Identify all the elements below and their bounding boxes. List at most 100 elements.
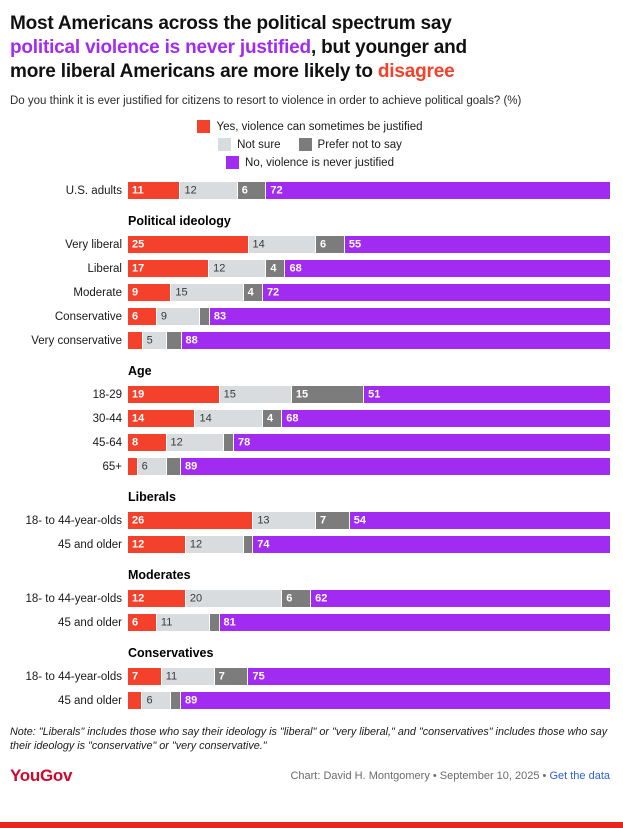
bar: 14 14 4 68	[128, 410, 610, 427]
bar-segment-not-sure: 11	[161, 668, 215, 685]
value-label: 78	[238, 436, 251, 448]
value-label: 81	[223, 616, 236, 628]
bar-row: U.S. adults 11 12 6 72	[10, 182, 610, 199]
value-label: 4	[270, 262, 277, 274]
bar-segment-prefer-not-to-say	[224, 434, 234, 451]
bar-row: 18- to 44-year-olds 26 13 7 54	[10, 512, 610, 529]
bar-segment-prefer-not-to-say: 6	[282, 590, 312, 607]
title-text-black: Most Americans across the political spec…	[10, 13, 452, 34]
bar-segment-no: 68	[285, 260, 610, 277]
bar-segment-no: 74	[253, 536, 610, 553]
bar-segment-yes: 8	[128, 434, 167, 451]
value-label: 17	[132, 262, 145, 274]
bar: 6 89	[128, 458, 610, 475]
get-the-data-link[interactable]: Get the data	[549, 769, 610, 782]
title-line: Most Americans across the political spec…	[10, 12, 610, 36]
legend-row: Yes, violence can sometimes be justified	[197, 120, 423, 133]
legend-label: Yes, violence can sometimes be justified	[216, 120, 423, 133]
value-label: 12	[184, 184, 197, 196]
bar-segment-prefer-not-to-say: 4	[266, 260, 286, 277]
bar-segment-not-sure: 14	[248, 236, 316, 253]
bar-row: Very liberal 25 14 6 55	[10, 236, 610, 253]
bar-segment-prefer-not-to-say	[166, 458, 181, 475]
value-label: 54	[353, 514, 366, 526]
row-label: Moderate	[73, 286, 122, 299]
value-label: 4	[266, 412, 274, 424]
value-label: 15	[223, 388, 236, 400]
value-label: 6	[132, 616, 139, 628]
value-label: 6	[319, 238, 327, 250]
bar: 11 12 6 72	[128, 182, 610, 199]
value-label: 83	[213, 310, 227, 322]
value-label: 6	[241, 184, 248, 196]
group-header: Moderates	[128, 568, 191, 582]
value-label: 89	[184, 694, 198, 706]
bar-segment-prefer-not-to-say: 7	[315, 512, 350, 529]
group-header: Conservatives	[128, 646, 214, 660]
legend-row: Not sure Prefer not to say	[218, 138, 402, 151]
bar-segment-not-sure: 15	[171, 284, 244, 301]
group-header: Political ideology	[128, 214, 231, 228]
bar-segment-not-sure: 12	[209, 260, 267, 277]
bar-segment-no: 75	[248, 668, 610, 685]
title-text-purple: political violence is never justified	[10, 37, 311, 58]
bar-segment-yes: 26	[128, 512, 254, 529]
bar-segment-not-sure: 12	[185, 536, 244, 553]
bar-segment-not-sure: 12	[180, 182, 238, 199]
value-label: 25	[132, 238, 145, 250]
value-label: 75	[252, 670, 265, 682]
chart-group: U.S. adults 11 12 6 72	[10, 182, 610, 199]
value-label: 26	[132, 514, 145, 526]
bar-segment-prefer-not-to-say: 15	[291, 386, 365, 403]
bar-row: 45 and older 6 11 81	[10, 614, 610, 631]
value-label: 11	[160, 616, 173, 628]
bar-segment-prefer-not-to-say: 4	[243, 284, 263, 301]
value-label: 19	[132, 388, 145, 400]
bar: 6 89	[128, 692, 610, 709]
bar-segment-yes	[128, 332, 143, 349]
bar-segment-prefer-not-to-say: 6	[315, 236, 345, 253]
bar: 26 13 7 54	[128, 512, 610, 529]
row-label: 18-29	[92, 388, 122, 401]
title-line: more liberal Americans are more likely t…	[10, 60, 610, 84]
group-header: Liberals	[128, 490, 176, 504]
bar: 6 11 81	[128, 614, 610, 631]
legend-row: No, violence is never justified	[226, 156, 394, 169]
bar-segment-prefer-not-to-say: 4	[262, 410, 283, 427]
legend-swatch	[298, 138, 312, 151]
row-label: 45 and older	[58, 694, 122, 707]
chart-group: Moderates 18- to 44-year-olds 12 20 6 62 45 an…	[10, 568, 610, 631]
bar-row: 45 and older 6 89	[10, 692, 610, 709]
value-label: 7	[319, 514, 327, 526]
bar-segment-yes: 12	[128, 536, 186, 553]
bar: 5 88	[128, 332, 610, 349]
chart-question: Do you think it is ever justified for ci…	[10, 95, 522, 107]
row-label: 18- to 44-year-olds	[25, 670, 122, 683]
value-label: 89	[184, 460, 198, 472]
value-label: 11	[165, 670, 178, 682]
value-label: 14	[199, 412, 212, 424]
bar-segment-no: 62	[311, 590, 610, 607]
value-label: 6	[146, 694, 153, 706]
bar-segment-prefer-not-to-say	[209, 614, 220, 631]
bar-segment-prefer-not-to-say: 6	[237, 182, 267, 199]
bar-segment-not-sure: 6	[142, 692, 172, 709]
value-label: 88	[185, 334, 198, 346]
value-label: 7	[218, 670, 225, 682]
value-label: 55	[348, 238, 362, 250]
value-label: 20	[189, 592, 203, 604]
legend-item: Yes, violence can sometimes be justified	[197, 120, 423, 133]
bar-segment-no: 72	[266, 182, 610, 199]
legend-item: Not sure	[218, 138, 281, 151]
bar-segment-no: 78	[234, 434, 610, 451]
title-line: political violence is never justified, b…	[10, 36, 610, 60]
chart-group: Age 18-29 19 15 15 51 30-44 14 14 4 68 45-64 8 12 78 65…	[10, 364, 610, 475]
value-label: 62	[315, 592, 328, 604]
bar-row: 18- to 44-year-olds 12 20 6 62	[10, 590, 610, 607]
legend-item: Prefer not to say	[298, 138, 402, 151]
bar-segment-no: 72	[262, 284, 610, 301]
bar-segment-yes: 19	[128, 386, 220, 403]
legend-swatch	[197, 120, 211, 133]
value-label: 6	[132, 310, 139, 322]
bar-row: 45 and older 12 12 74	[10, 536, 610, 553]
